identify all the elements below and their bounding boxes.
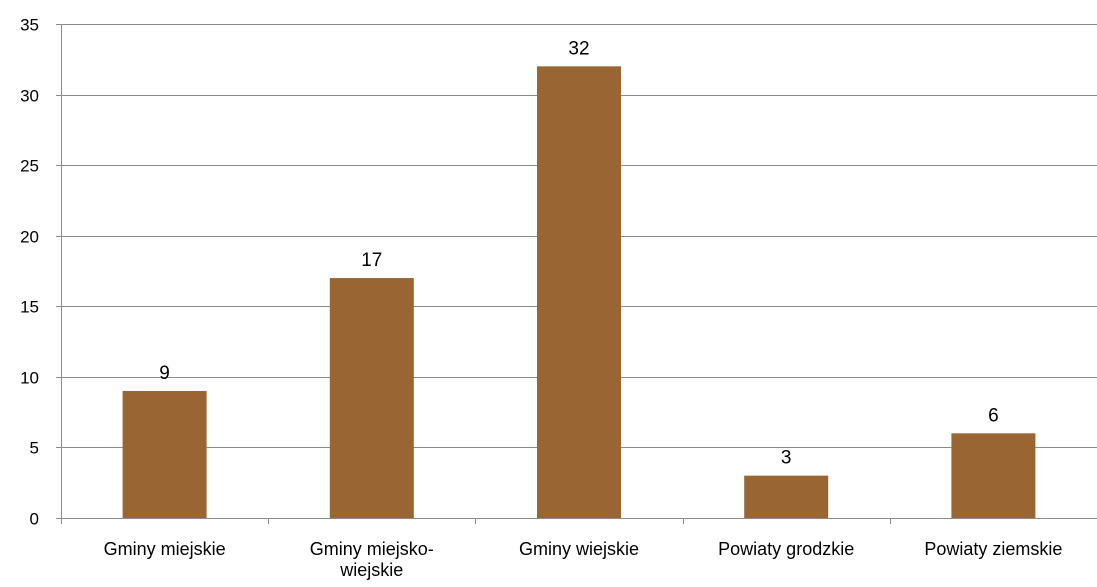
bar <box>951 433 1036 518</box>
x-tick-label: Gminy wiejskie <box>519 539 639 559</box>
y-tick-label: 0 <box>30 510 39 529</box>
x-tick-label-line: Powiaty grodzkie <box>718 539 854 559</box>
bar <box>537 66 621 518</box>
y-tick-label: 25 <box>20 157 39 176</box>
x-tick-label-line: Gminy miejsko- <box>310 539 434 559</box>
y-tick-label: 30 <box>20 87 39 106</box>
x-tick-label-line: wiejskie <box>339 560 403 580</box>
y-tick-label: 20 <box>20 228 39 247</box>
bars <box>122 66 1036 518</box>
y-tick-label: 15 <box>20 298 39 317</box>
axes <box>56 24 1097 524</box>
bar <box>122 390 207 518</box>
y-tick-label: 5 <box>30 439 39 458</box>
data-labels: 9 17 32 3 6 <box>159 38 998 468</box>
data-label: 32 <box>568 38 589 59</box>
x-tick-labels: Gminy miejskie Gminy miejsko-wiejskieGmin… <box>104 539 1063 580</box>
x-tick-label: Powiaty ziemskie <box>924 539 1062 559</box>
y-tick-labels: 0 5 10 15 20 25 30 35 <box>20 16 39 529</box>
bar <box>329 278 414 518</box>
x-tick-label: Gminy miejskie <box>104 539 226 559</box>
x-tick-label-line: Gminy wiejskie <box>519 539 639 559</box>
data-label: 9 <box>159 363 170 384</box>
data-label: 3 <box>781 448 792 469</box>
data-label: 17 <box>361 250 382 271</box>
y-tick-label: 10 <box>20 369 39 388</box>
x-tick-label-line: Gminy miejskie <box>104 539 226 559</box>
data-label: 6 <box>988 405 999 426</box>
x-tick-label: Gminy miejsko-wiejskie <box>310 539 434 580</box>
bar <box>744 475 829 518</box>
x-tick-label: Powiaty grodzkie <box>718 539 854 559</box>
y-tick-label: 35 <box>20 16 39 35</box>
x-tick-label-line: Powiaty ziemskie <box>924 539 1062 559</box>
